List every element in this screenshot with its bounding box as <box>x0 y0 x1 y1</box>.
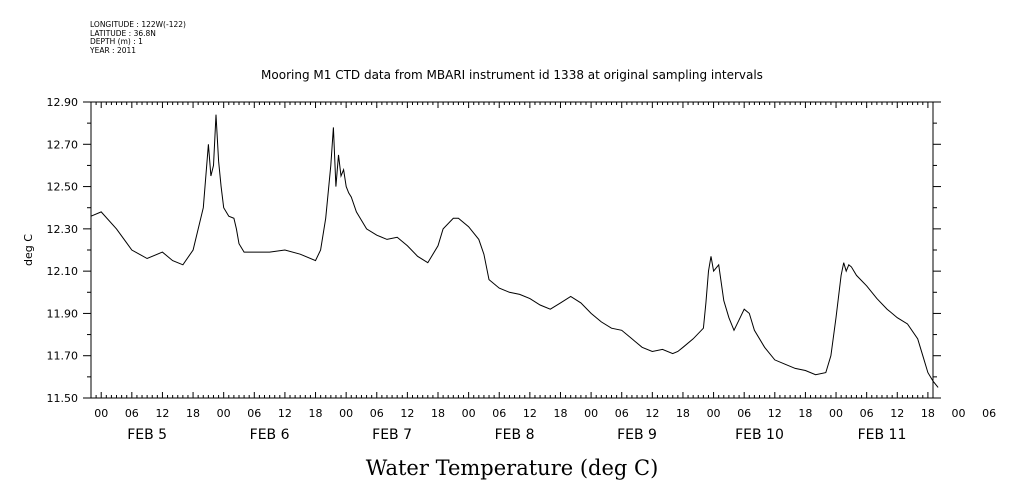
x-tick-label: 00 <box>462 407 476 420</box>
temperature-series-line <box>90 114 939 388</box>
x-day-labels: FEB 5 FEB 6 FEB 7 FEB 8 FEB 9 FEB 10 FEB 11 <box>127 427 906 443</box>
x-tick-label: 18 <box>676 407 690 420</box>
x-tick-label: 18 <box>921 407 935 420</box>
x-tick-label: 12 <box>645 407 659 420</box>
x-tick-label: 18 <box>431 407 445 420</box>
x-tick-label: 06 <box>492 407 506 420</box>
x-day-label: FEB 8 <box>495 427 535 443</box>
x-day-label: FEB 10 <box>735 427 784 443</box>
x-tick-label: 18 <box>186 407 200 420</box>
chart-title: Mooring M1 CTD data from MBARI instrumen… <box>261 68 763 82</box>
x-day-label: FEB 7 <box>372 427 412 443</box>
x-tick-label: 06 <box>737 407 751 420</box>
y-tick-label: 11.70 <box>47 350 79 363</box>
x-tick-label: 12 <box>155 407 169 420</box>
x-day-label: FEB 6 <box>250 427 290 443</box>
bottom-title: Water Temperature (deg C) <box>366 456 659 480</box>
x-tick-label: 00 <box>339 407 353 420</box>
x-tick-label: 06 <box>370 407 384 420</box>
x-tick-label: 06 <box>615 407 629 420</box>
depth-label: DEPTH (m) : 1 <box>90 37 143 46</box>
x-tick-label: 00 <box>707 407 721 420</box>
x-tick-label: 00 <box>584 407 598 420</box>
y-tick-label: 11.50 <box>47 392 79 405</box>
x-tick-label: 06 <box>982 407 996 420</box>
x-tick-labels: 00 06 12 18 00 06 12 18 00 06 12 18 00 06 12 18 00 06 12 18… <box>94 407 996 420</box>
x-tick-label: 18 <box>309 407 323 420</box>
y-tick-label: 12.50 <box>47 181 79 194</box>
x-day-label: FEB 5 <box>127 427 167 443</box>
y-tick-label: 11.90 <box>47 307 79 320</box>
x-tick-label: 12 <box>523 407 537 420</box>
y-axis-label: deg C <box>22 234 35 266</box>
y-tick-label: 12.90 <box>47 96 79 109</box>
x-tick-label: 12 <box>278 407 292 420</box>
x-tick-label: 00 <box>952 407 966 420</box>
x-tick-label: 06 <box>247 407 261 420</box>
x-tick-label: 12 <box>400 407 414 420</box>
x-day-label: FEB 11 <box>858 427 907 443</box>
axis-ticks <box>83 101 941 399</box>
year-label: YEAR : 2011 <box>90 45 137 55</box>
y-tick-label: 12.10 <box>47 265 79 278</box>
metadata-block: LONGITUDE : 122W(-122) LATITUDE : 36.8N … <box>90 20 186 55</box>
x-tick-label: 12 <box>768 407 782 420</box>
longitude-label: LONGITUDE : 122W(-122) <box>90 20 186 29</box>
x-tick-label: 00 <box>829 407 843 420</box>
x-tick-label: 18 <box>553 407 567 420</box>
x-tick-label: 00 <box>217 407 231 420</box>
y-tick-labels: 11.50 11.70 11.90 12.10 12.30 12.50 12.70 12.90 <box>47 96 79 405</box>
x-day-label: FEB 9 <box>617 427 657 443</box>
y-tick-label: 12.70 <box>47 138 79 151</box>
x-tick-label: 00 <box>94 407 108 420</box>
x-tick-label: 06 <box>125 407 139 420</box>
latitude-label: LATITUDE : 36.8N <box>90 28 156 38</box>
x-tick-label: 12 <box>890 407 904 420</box>
x-tick-label: 18 <box>798 407 812 420</box>
y-tick-label: 12.30 <box>47 223 79 236</box>
x-tick-label: 06 <box>860 407 874 420</box>
